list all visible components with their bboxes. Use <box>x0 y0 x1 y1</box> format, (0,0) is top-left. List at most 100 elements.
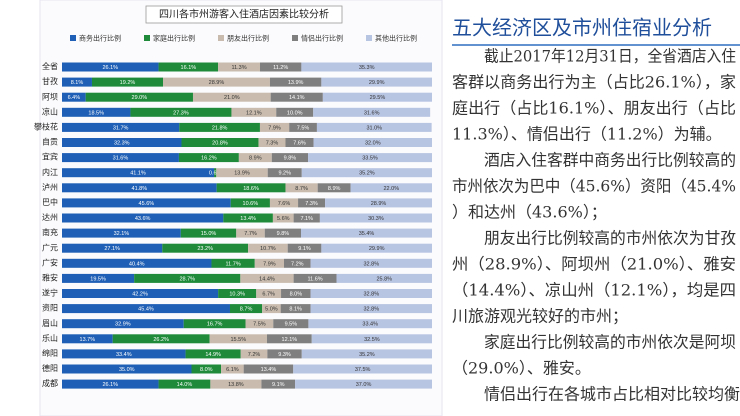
value-label: 20.8% <box>212 140 228 146</box>
category-label: 凉山 <box>42 106 58 116</box>
bar-segment <box>62 379 159 389</box>
value-label: 29.5% <box>370 95 386 101</box>
bar-segment <box>293 213 320 223</box>
category-label: 全省 <box>42 61 58 71</box>
bar-segment <box>62 258 212 268</box>
bar-segment <box>214 168 217 178</box>
bar-segment <box>321 243 432 253</box>
value-label: 0.6% <box>209 171 222 177</box>
value-label: 33.4% <box>116 352 132 358</box>
value-label: 9.1% <box>298 246 311 252</box>
legend-swatch <box>218 35 224 41</box>
bar-segment <box>62 289 219 298</box>
bar-segment <box>270 92 323 102</box>
bar-segment <box>289 122 317 132</box>
body-line: 川旅游观光较好的市州； <box>452 307 628 326</box>
value-label: 7.9% <box>263 261 276 267</box>
value-label: 6.4% <box>68 95 81 101</box>
legend-label: 朋友出行比例 <box>227 33 269 42</box>
legend-label: 其他出行比例 <box>375 33 417 42</box>
bar-segment <box>62 62 159 72</box>
body-line: 朋友出行比例较高的市州依次为甘孜 <box>484 229 736 248</box>
value-label: 7.1% <box>300 216 313 222</box>
bar-segment <box>350 183 432 193</box>
bar-segment <box>325 198 432 208</box>
value-label: 8.1% <box>289 307 302 313</box>
body-line: 情侣出行在各城市占比相对比较均衡 <box>484 385 740 404</box>
value-label: 37.0% <box>356 382 372 388</box>
value-label: 27.1% <box>104 246 120 252</box>
bar-segment <box>163 77 270 87</box>
value-label: 8.7% <box>295 186 308 192</box>
value-label: 9.5% <box>285 322 298 328</box>
bar-segment <box>62 168 215 178</box>
value-label: 31.7% <box>113 125 129 131</box>
value-label: 8.9% <box>249 156 262 162</box>
value-label: 40.4% <box>129 261 145 267</box>
bar-segment <box>191 364 222 374</box>
bar-segment <box>62 198 231 208</box>
value-label: 37.5% <box>355 367 371 373</box>
body-line: 家庭出行比例较高的市州依次是阿坝 <box>484 333 736 352</box>
bar-segment <box>211 258 255 268</box>
bar-segment <box>254 258 284 268</box>
bar-segment <box>62 228 181 238</box>
bar-segment <box>269 77 322 87</box>
value-label: 15.5% <box>231 337 247 343</box>
value-label: 14.1% <box>289 95 305 101</box>
value-label: 13.9% <box>288 80 304 86</box>
body-line: 11.3%）、情侣出行（11.2%）为辅。 <box>452 125 722 144</box>
category-label: 资阳 <box>42 303 58 313</box>
bar-segment <box>311 334 432 344</box>
legend-label: 商务出行比例 <box>79 33 121 42</box>
bar-segment <box>62 138 182 147</box>
bar-segment <box>162 243 249 253</box>
value-label: 7.5% <box>253 322 266 328</box>
bar-segment <box>238 153 272 163</box>
value-label: 14.9% <box>205 352 221 358</box>
bar-segment <box>259 62 302 72</box>
value-label: 42.2% <box>132 291 148 297</box>
bar-segment <box>62 183 217 193</box>
category-label: 雅安 <box>42 273 58 283</box>
bar-segment <box>267 168 302 178</box>
bar-segment <box>183 319 246 329</box>
bar-segment <box>336 273 432 283</box>
bar-segment <box>62 364 192 374</box>
category-label: 甘孜 <box>42 76 58 86</box>
chart-title: 四川各市州游客入住酒店因素比较分析 <box>159 8 329 21</box>
value-label: 19.2% <box>120 80 136 86</box>
bar-segment <box>319 213 432 223</box>
value-label: 35.3% <box>359 65 375 71</box>
value-label: 22.0% <box>383 186 399 192</box>
value-label: 15.0% <box>201 231 217 237</box>
value-label: 8.1% <box>71 80 84 86</box>
body-line: 酒店入住客群中商务出行比例较高的 <box>484 151 736 170</box>
bar-segment <box>62 304 230 314</box>
value-label: 28.9% <box>209 80 225 86</box>
bar-segment <box>62 319 184 329</box>
value-label: 8.0% <box>290 291 303 297</box>
bar-segment <box>301 349 432 359</box>
bar-segment <box>245 319 274 329</box>
body-line: 市州依次为巴中（45.6%）资阳（45.4% <box>452 177 736 196</box>
category-label: 绵阳 <box>42 348 58 358</box>
bar-segment <box>218 289 257 298</box>
value-label: 21.0% <box>224 95 240 101</box>
value-label: 11.3% <box>231 65 246 71</box>
value-label: 13.9% <box>234 171 250 177</box>
bar-segment <box>112 334 210 344</box>
value-label: 32.0% <box>365 140 381 146</box>
bar-segment <box>62 334 113 344</box>
value-label: 32.5% <box>364 337 380 343</box>
body-line: 客群以商务出行为主（占比26.1%），家 <box>452 73 736 92</box>
value-label: 11.6% <box>307 276 322 282</box>
category-label: 德阳 <box>42 363 58 373</box>
value-label: 7.2% <box>291 261 304 267</box>
value-label: 16.7% <box>207 322 223 328</box>
value-label: 12.1% <box>246 110 262 116</box>
body-line: 庭出行（占比16.1%）、朋友出行（占比 <box>452 99 736 118</box>
bar-segment <box>308 153 432 163</box>
bar-segment <box>280 304 311 314</box>
